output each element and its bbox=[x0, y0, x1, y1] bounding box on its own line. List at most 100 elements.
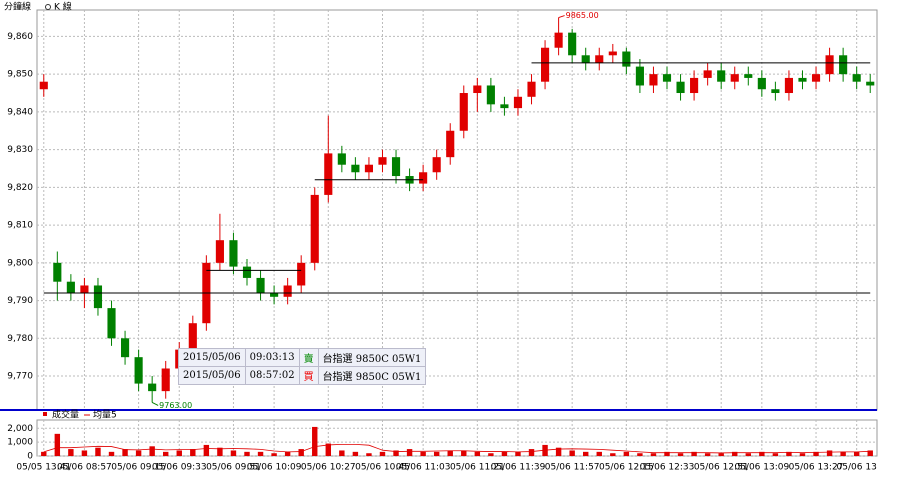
volume-bar bbox=[41, 451, 47, 456]
header-option[interactable]: K 線 bbox=[54, 1, 72, 13]
candle-body bbox=[391, 157, 401, 177]
price-panel bbox=[36, 9, 878, 411]
volume-bar bbox=[488, 453, 494, 456]
candle-body bbox=[242, 266, 252, 278]
volume-bar bbox=[420, 451, 426, 456]
time: 09:03:13 bbox=[244, 348, 300, 367]
legend-label: 均量5 bbox=[93, 409, 117, 421]
volume-bar bbox=[677, 453, 684, 456]
radio[interactable] bbox=[45, 4, 51, 10]
candle-body bbox=[188, 323, 197, 350]
candle-body bbox=[717, 70, 726, 82]
volume-bar bbox=[732, 451, 738, 456]
date: 2015/05/06 bbox=[178, 348, 246, 367]
x-tick-label: 05/06 10:45 bbox=[355, 463, 410, 473]
x-tick-label: 05/06 09:33 bbox=[152, 463, 207, 473]
x-tick-label: 05/06 09:51 bbox=[206, 463, 261, 473]
volume-bar bbox=[840, 451, 846, 456]
volume-bar bbox=[406, 449, 413, 456]
candle-body bbox=[324, 153, 333, 195]
candle-body bbox=[337, 153, 346, 165]
volume-bar bbox=[379, 451, 386, 456]
volume-bar bbox=[203, 444, 210, 456]
x-tick-label: 05/06 13 bbox=[837, 463, 877, 473]
y-tick-label: 1,000 bbox=[7, 438, 33, 448]
y-tick-label: 9,850 bbox=[7, 70, 33, 80]
trade-row[interactable]: 2015/05/06 08:57:02 買台指選 9850C 05W1 bbox=[178, 366, 427, 385]
y-tick-label: 9,830 bbox=[7, 145, 33, 155]
y-tick-label: 9,780 bbox=[7, 334, 33, 344]
header-option[interactable]: 分鐘線 bbox=[4, 1, 31, 13]
side: 賣 bbox=[298, 348, 319, 367]
candle-body bbox=[568, 32, 577, 56]
volume-bar bbox=[596, 451, 602, 456]
candle-body bbox=[513, 96, 523, 109]
date: 2015/05/06 bbox=[178, 366, 246, 385]
candle-body bbox=[364, 164, 373, 173]
candle-body bbox=[378, 157, 387, 165]
candle-body bbox=[121, 338, 130, 358]
candle-body bbox=[676, 81, 685, 94]
candle-body bbox=[554, 32, 563, 48]
volume-bar bbox=[826, 450, 833, 456]
y-tick-label: 9,790 bbox=[7, 296, 33, 306]
candle-body bbox=[839, 55, 848, 75]
volume-bar bbox=[393, 450, 399, 456]
y-tick-label: 9,810 bbox=[7, 221, 33, 231]
candle-body bbox=[446, 130, 455, 158]
trade-table: 2015/05/06 09:03:13 賣台指選 9850C 05W1 2015/0… bbox=[178, 348, 427, 385]
volume-bar bbox=[54, 433, 61, 456]
volume-bar bbox=[312, 426, 318, 456]
volume-bar bbox=[230, 450, 237, 456]
time: 08:57:02 bbox=[244, 366, 300, 385]
volume-bar bbox=[650, 453, 657, 456]
candle-body bbox=[419, 172, 428, 184]
y-tick-label: 0 bbox=[27, 452, 33, 462]
legend-label: 成交量 bbox=[52, 409, 79, 421]
annotation: 9763.00 bbox=[159, 401, 192, 410]
volume-bar bbox=[433, 451, 440, 456]
volume-bar bbox=[339, 450, 345, 456]
y-tick-label: 9,840 bbox=[7, 107, 33, 117]
candle-body bbox=[459, 93, 468, 131]
volume-bar bbox=[637, 453, 643, 456]
volume-bar bbox=[610, 453, 616, 456]
candle-body bbox=[107, 308, 116, 339]
candle-body bbox=[134, 357, 143, 384]
volume-bar bbox=[122, 449, 128, 456]
volume-bar bbox=[691, 451, 697, 456]
candle-body bbox=[297, 262, 306, 286]
volume-bar bbox=[718, 453, 724, 456]
candle-body bbox=[581, 55, 590, 63]
y-tick-label: 9,820 bbox=[7, 183, 33, 193]
x-tick-label: 05/06 10:27 bbox=[301, 463, 356, 473]
x-tick-label: 05/06 11:57 bbox=[545, 463, 600, 473]
volume-bar bbox=[623, 451, 630, 456]
volume-bar bbox=[515, 451, 521, 456]
volume-bar bbox=[135, 450, 142, 456]
trade-row[interactable]: 2015/05/06 09:03:13 賣台指選 9850C 05W1 bbox=[178, 348, 427, 367]
volume-bar bbox=[257, 451, 264, 456]
volume-bar bbox=[149, 446, 155, 456]
volume-bar bbox=[325, 443, 331, 456]
candle-body bbox=[608, 51, 617, 56]
volume-bar bbox=[501, 451, 508, 456]
candle-body bbox=[53, 262, 62, 282]
volume-bar bbox=[867, 450, 873, 456]
x-tick-label: 05/06 12:51 bbox=[694, 463, 749, 473]
candle-body bbox=[148, 383, 157, 392]
candle-body bbox=[66, 281, 75, 294]
candle-body bbox=[541, 47, 550, 82]
volume-bar bbox=[569, 450, 575, 456]
candle-body bbox=[825, 55, 834, 75]
volume-bar bbox=[759, 451, 765, 456]
candle-body bbox=[39, 81, 48, 90]
volume-bar bbox=[271, 453, 277, 456]
volume-bar bbox=[176, 450, 182, 456]
y-tick-label: 9,770 bbox=[7, 372, 33, 382]
candle-body bbox=[80, 285, 89, 294]
candle-body bbox=[283, 285, 292, 297]
side: 買 bbox=[298, 366, 319, 385]
x-tick-label: 05/06 13:09 bbox=[734, 463, 789, 473]
